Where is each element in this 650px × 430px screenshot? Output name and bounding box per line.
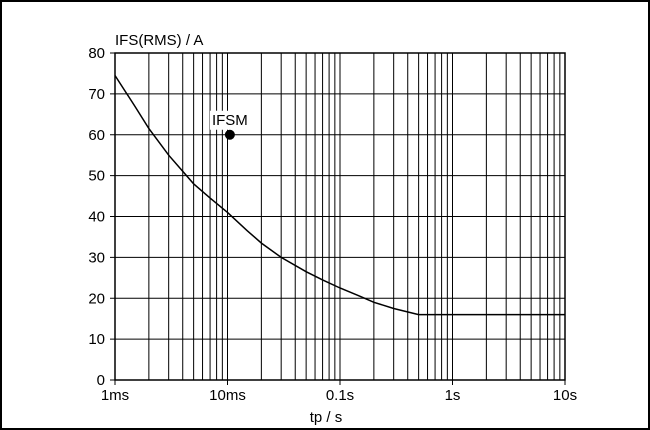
x-tick-label: 10s bbox=[553, 387, 577, 404]
y-axis-label: IFS(RMS) / A bbox=[115, 32, 203, 49]
plot-area-border bbox=[114, 52, 566, 381]
series-line bbox=[114, 75, 565, 316]
annotation-label: IFSM bbox=[212, 112, 248, 129]
major-gridlines bbox=[110, 52, 566, 385]
annotations: IFSM bbox=[209, 110, 250, 140]
y-tick-label: 60 bbox=[88, 127, 105, 144]
y-tick-label: 40 bbox=[88, 209, 105, 226]
x-tick-labels: 1ms 10ms 0.1s 1s 10s bbox=[101, 387, 577, 404]
y-tick-label: 70 bbox=[88, 86, 105, 103]
y-tick-label: 30 bbox=[88, 249, 105, 266]
annotation-label-background bbox=[209, 110, 250, 130]
y-tick-label: 80 bbox=[88, 45, 105, 62]
y-tick-label: 0 bbox=[97, 372, 105, 389]
y-tick-label: 50 bbox=[88, 168, 105, 185]
x-tick-label: 0.1s bbox=[326, 387, 354, 404]
y-tick-labels: 0 10 20 30 40 50 60 70 80 bbox=[88, 45, 105, 389]
y-tick-label: 10 bbox=[88, 331, 105, 348]
x-tick-label: 1s bbox=[445, 387, 461, 404]
x-tick-label: 1ms bbox=[101, 387, 129, 404]
x-tick-label: 10ms bbox=[209, 387, 246, 404]
y-tick-label: 20 bbox=[88, 290, 105, 307]
x-axis-label: tp / s bbox=[310, 409, 343, 426]
annotation-marker bbox=[224, 129, 235, 140]
